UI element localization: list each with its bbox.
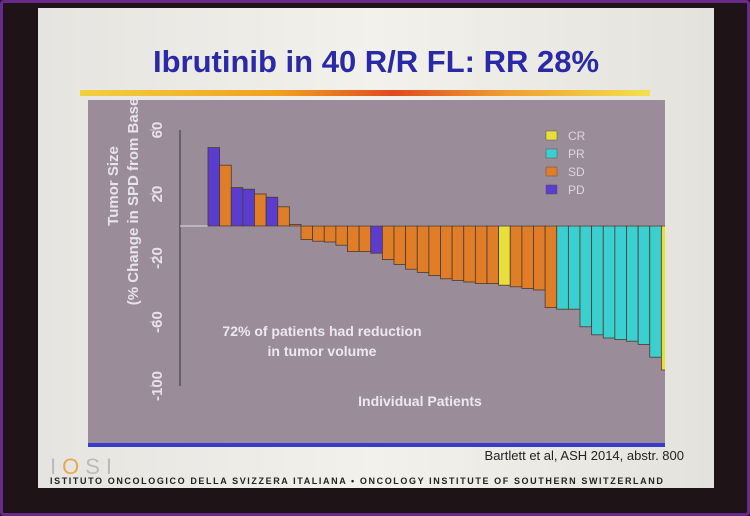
bar-sd xyxy=(509,225,523,288)
legend-label-sd: SD xyxy=(568,165,585,179)
y-tick-label: -60 xyxy=(149,311,166,333)
bar-pr xyxy=(591,225,604,336)
bar-pd xyxy=(242,188,255,227)
legend-swatch-sd xyxy=(545,166,558,177)
bar-pr xyxy=(556,225,569,310)
citation: Bartlett et al, ASH 2014, abstr. 800 xyxy=(484,448,684,463)
bar-sd xyxy=(544,225,558,308)
bar-pr xyxy=(637,225,651,345)
annotation-line2: in tumor volume xyxy=(268,343,377,359)
y-axis-title: Tumor Size xyxy=(105,146,122,226)
bar-sd xyxy=(416,225,430,273)
bar-cr xyxy=(660,225,665,371)
bar-sd xyxy=(533,225,546,291)
bar-pr xyxy=(649,225,662,358)
bar-sd xyxy=(474,225,488,284)
bar-pr xyxy=(579,225,593,328)
slide-title: Ibrutinib in 40 R/R FL: RR 28% xyxy=(152,44,600,79)
bar-sd xyxy=(219,164,232,227)
bar-sd xyxy=(288,224,302,227)
bar-pr xyxy=(626,225,639,342)
bar-pr xyxy=(567,225,581,310)
bar-sd xyxy=(254,193,267,227)
bar-sd xyxy=(347,225,360,253)
bar-sd xyxy=(358,225,372,253)
bar-sd xyxy=(323,225,337,243)
bar-pd xyxy=(370,225,383,254)
legend-swatch-cr xyxy=(545,130,558,141)
bar-sd xyxy=(381,225,395,260)
bar-pd xyxy=(207,147,221,227)
waterfall-chart: 60 20 -20 -60 -100 Tumor Size (% Change in SPD… xyxy=(105,100,665,409)
x-axis-title: Individual Patients xyxy=(358,393,482,409)
bar-sd xyxy=(440,225,453,280)
legend-swatch-pr xyxy=(545,148,558,159)
bar-sd xyxy=(393,225,407,265)
chart-panel: 60 20 -20 -60 -100 Tumor Size (% Change in SPD… xyxy=(88,100,665,447)
slide: Ibrutinib in 40 R/R FL: RR 28% 60 20 -20 -6… xyxy=(38,8,714,488)
y-tick-label: -100 xyxy=(149,371,166,401)
y-axis-subtitle: (% Change in SPD from Baseline) xyxy=(125,100,142,305)
bar-sd xyxy=(428,225,441,276)
bar-sd xyxy=(277,206,290,227)
bar-sd xyxy=(335,225,348,246)
y-tick-label: -20 xyxy=(149,247,166,269)
bar-sd xyxy=(463,225,476,283)
legend-swatch-pd xyxy=(545,184,558,195)
bar-sd xyxy=(521,225,534,289)
bar-cr xyxy=(498,225,511,286)
title-underline xyxy=(80,90,650,96)
annotation-line1: 72% of patients had reduction xyxy=(222,323,421,339)
y-tick-label: 20 xyxy=(149,186,166,203)
y-tick-label: 60 xyxy=(149,122,166,139)
legend-label-cr: CR xyxy=(568,129,586,143)
bar-pd xyxy=(230,187,244,227)
bar-sd xyxy=(486,225,500,284)
bar-pr xyxy=(614,225,627,340)
legend-label-pr: PR xyxy=(568,147,585,161)
iosi-logo: IOSI xyxy=(50,454,119,479)
institute-name: ISTITUTO ONCOLOGICO DELLA SVIZZERA ITALI… xyxy=(50,476,665,486)
bar-sd xyxy=(405,225,418,270)
bar-pr xyxy=(602,225,616,339)
bar-sd xyxy=(312,225,325,242)
bar-sd xyxy=(300,225,314,241)
bar-pd xyxy=(265,196,279,227)
legend-label-pd: PD xyxy=(568,183,585,197)
bar-sd xyxy=(451,225,465,281)
